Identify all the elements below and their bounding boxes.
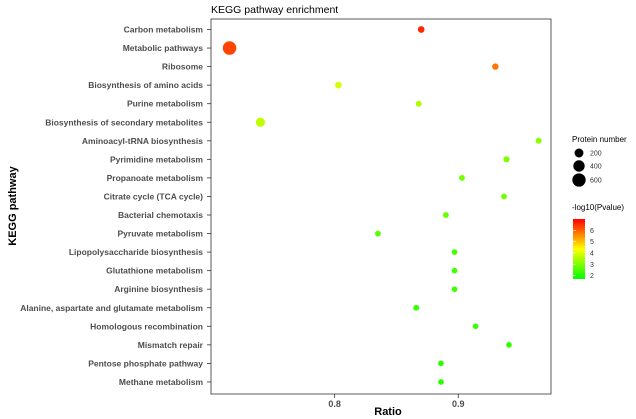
data-point [255,117,266,127]
color-legend: -log10(Pvalue) 2 3 4 5 6 [572,203,624,280]
color-legend-bar [573,219,585,279]
y-tick-label: Ribosome [162,62,203,72]
y-tick-label: Propanoate metabolism [107,173,204,183]
y-axis-categories: Carbon metabolism Metabolic pathways Ribos… [20,25,211,387]
size-legend: Protein number 200 400 600 [572,135,627,187]
x-tick-label: 0.8 [328,399,341,409]
color-legend-label: 3 [590,262,594,269]
y-tick-label: Metabolic pathways [123,43,204,53]
color-legend-label: 6 [590,228,594,235]
y-tick-label: Pyruvate metabolism [117,229,203,239]
size-legend-label: 400 [590,164,602,171]
data-point [438,379,444,385]
color-legend-label: 2 [590,273,594,280]
y-tick-label: Glutathione metabolism [106,266,203,276]
data-point [451,267,458,274]
y-tick-label: Citrate cycle (TCA cycle) [104,191,204,201]
data-point [438,360,444,367]
data-points [222,26,542,385]
data-point [492,63,499,70]
x-tick-label: 0.9 [452,399,465,409]
y-tick-label: Lipopolysaccharide biosynthesis [69,247,203,257]
y-tick-label: Biosynthesis of amino acids [88,80,203,90]
data-point [413,304,420,311]
size-legend-label: 200 [590,151,602,158]
x-axis-title: Ratio [374,406,402,418]
color-legend-label: 5 [590,239,594,246]
chart-title: KEGG pathway enrichment [211,4,338,16]
data-point [503,156,510,163]
size-legend-dot [572,173,586,187]
data-point [506,342,512,348]
data-point [451,286,458,293]
data-point [472,323,479,330]
size-legend-title: Protein number [572,135,627,144]
y-tick-label: Biosynthesis of secondary metabolites [45,117,203,127]
y-tick-label: Homologous recombination [90,321,203,331]
y-axis-title: KEGG pathway [7,165,19,245]
data-point [415,100,422,107]
data-point [459,174,465,181]
data-point [374,230,381,237]
data-point [501,193,507,200]
y-tick-label: Bacterial chemotaxis [118,210,203,220]
data-point [535,137,542,144]
y-tick-label: Purine metabolism [127,99,203,109]
size-legend-dot [573,160,585,172]
y-tick-label: Pentose phosphate pathway [88,358,203,368]
data-point [222,41,237,55]
color-legend-label: 4 [590,250,594,257]
x-axis-ticks: 0.8 0.9 [328,394,465,409]
y-tick-label: Alanine, aspartate and glutamate metabol… [20,303,203,313]
y-tick-label: Methane metabolism [119,377,204,387]
plot-panel [210,18,552,395]
data-point [417,26,425,33]
color-legend-title: -log10(Pvalue) [572,203,624,212]
data-point [335,81,342,89]
data-point [451,249,458,255]
y-tick-label: Pyrimidine metabolism [110,154,203,164]
y-tick-label: Arginine biosynthesis [114,284,203,294]
y-tick-label: Carbon metabolism [124,25,204,35]
y-tick-label: Aminoacyl-tRNA biosynthesis [82,136,203,146]
size-legend-dot [574,148,584,158]
size-legend-label: 600 [590,178,602,185]
data-point [442,212,449,218]
y-tick-label: Mismatch repair [138,340,204,350]
